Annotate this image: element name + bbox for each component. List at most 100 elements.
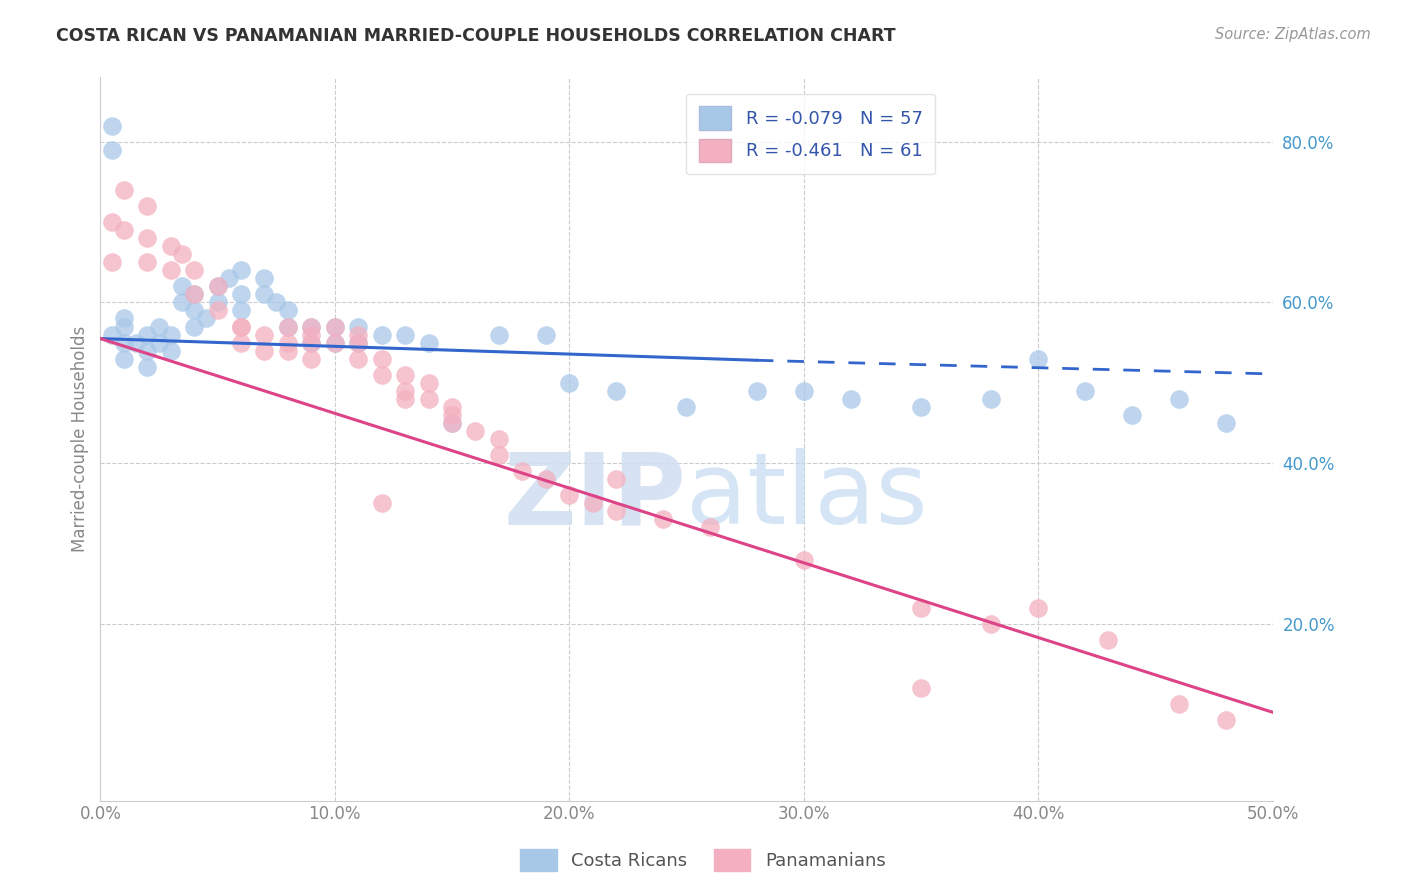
Point bbox=[253, 287, 276, 301]
Point bbox=[159, 263, 181, 277]
Point bbox=[229, 335, 252, 350]
Point bbox=[183, 287, 205, 301]
Point bbox=[1026, 600, 1049, 615]
Point bbox=[1026, 351, 1049, 366]
Point bbox=[980, 392, 1002, 406]
Point bbox=[488, 448, 510, 462]
Point bbox=[839, 392, 862, 406]
Point bbox=[101, 143, 124, 157]
Point bbox=[394, 368, 416, 382]
Point bbox=[793, 552, 815, 566]
Point bbox=[394, 327, 416, 342]
Y-axis label: Married-couple Households: Married-couple Households bbox=[72, 326, 89, 552]
Point bbox=[101, 215, 124, 229]
Legend: Costa Ricans, Panamanians: Costa Ricans, Panamanians bbox=[513, 842, 893, 879]
Point bbox=[124, 335, 146, 350]
Point bbox=[194, 311, 217, 326]
Legend: R = -0.079   N = 57, R = -0.461   N = 61: R = -0.079 N = 57, R = -0.461 N = 61 bbox=[686, 94, 935, 175]
Point bbox=[277, 343, 299, 358]
Point bbox=[323, 319, 346, 334]
Point bbox=[370, 327, 392, 342]
Point bbox=[136, 199, 159, 213]
Point bbox=[183, 319, 205, 334]
Point bbox=[253, 271, 276, 285]
Point bbox=[323, 335, 346, 350]
Point bbox=[299, 327, 322, 342]
Point bbox=[1097, 632, 1119, 647]
Point bbox=[277, 303, 299, 318]
Point bbox=[299, 351, 322, 366]
Point bbox=[1121, 408, 1143, 422]
Point bbox=[299, 319, 322, 334]
Point bbox=[1215, 416, 1237, 430]
Point bbox=[488, 327, 510, 342]
Point bbox=[101, 255, 124, 269]
Point bbox=[207, 279, 229, 293]
Point bbox=[112, 183, 135, 197]
Point bbox=[745, 384, 768, 398]
Point bbox=[675, 400, 697, 414]
Point bbox=[299, 335, 322, 350]
Point bbox=[136, 255, 159, 269]
Point bbox=[534, 327, 557, 342]
Point bbox=[699, 520, 721, 534]
Point bbox=[605, 384, 627, 398]
Point bbox=[299, 319, 322, 334]
Point bbox=[488, 432, 510, 446]
Point bbox=[172, 295, 194, 310]
Point bbox=[464, 424, 486, 438]
Point bbox=[172, 247, 194, 261]
Point bbox=[323, 319, 346, 334]
Point bbox=[558, 376, 581, 390]
Text: COSTA RICAN VS PANAMANIAN MARRIED-COUPLE HOUSEHOLDS CORRELATION CHART: COSTA RICAN VS PANAMANIAN MARRIED-COUPLE… bbox=[56, 27, 896, 45]
Point bbox=[370, 368, 392, 382]
Point bbox=[264, 295, 287, 310]
Point bbox=[253, 343, 276, 358]
Point bbox=[159, 343, 181, 358]
Text: ZIP: ZIP bbox=[503, 449, 686, 545]
Point bbox=[112, 351, 135, 366]
Point bbox=[370, 351, 392, 366]
Point bbox=[418, 335, 440, 350]
Point bbox=[148, 335, 170, 350]
Point bbox=[440, 416, 463, 430]
Point bbox=[370, 496, 392, 510]
Point bbox=[229, 319, 252, 334]
Point bbox=[347, 335, 370, 350]
Point bbox=[793, 384, 815, 398]
Point bbox=[323, 335, 346, 350]
Point bbox=[980, 616, 1002, 631]
Point bbox=[148, 319, 170, 334]
Point bbox=[229, 319, 252, 334]
Point bbox=[218, 271, 240, 285]
Point bbox=[229, 287, 252, 301]
Point bbox=[112, 311, 135, 326]
Point bbox=[394, 384, 416, 398]
Point bbox=[605, 472, 627, 486]
Point bbox=[101, 327, 124, 342]
Point bbox=[534, 472, 557, 486]
Point bbox=[136, 359, 159, 374]
Point bbox=[159, 327, 181, 342]
Point bbox=[582, 496, 605, 510]
Point bbox=[347, 335, 370, 350]
Point bbox=[207, 295, 229, 310]
Point bbox=[136, 231, 159, 245]
Point bbox=[1215, 713, 1237, 727]
Point bbox=[183, 303, 205, 318]
Point bbox=[136, 327, 159, 342]
Point bbox=[183, 263, 205, 277]
Point bbox=[652, 512, 675, 526]
Point bbox=[347, 351, 370, 366]
Text: Source: ZipAtlas.com: Source: ZipAtlas.com bbox=[1215, 27, 1371, 42]
Point bbox=[183, 287, 205, 301]
Point bbox=[558, 488, 581, 502]
Point bbox=[910, 400, 932, 414]
Point bbox=[207, 279, 229, 293]
Point bbox=[229, 263, 252, 277]
Point bbox=[277, 319, 299, 334]
Point bbox=[347, 319, 370, 334]
Point bbox=[512, 464, 534, 478]
Point bbox=[253, 327, 276, 342]
Point bbox=[1074, 384, 1097, 398]
